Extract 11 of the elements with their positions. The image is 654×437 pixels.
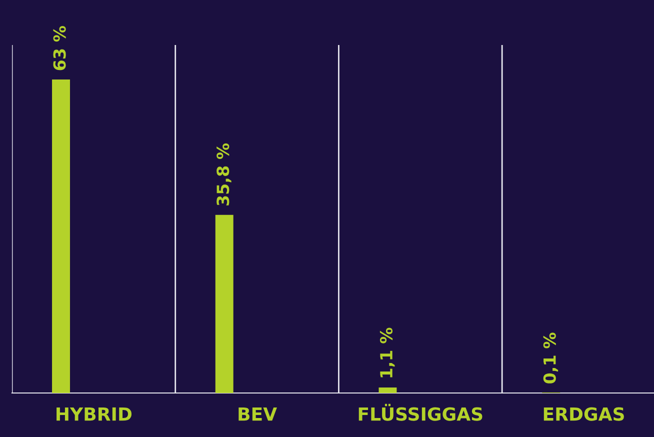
x-tick-label: HYBRID [56,407,132,421]
bar [215,214,234,393]
bar [378,388,397,393]
bar [52,79,70,393]
data-label: 63 % [53,26,66,70]
data-label: 1,1 % [380,328,395,378]
x-tick-label: ERDGAS [544,407,624,421]
x-tick-label: BEV [238,407,277,421]
data-label: 0,1 % [543,332,558,384]
x-tick-label: FLÜSSIGGAS [358,404,482,421]
data-label: 35,8 % [216,143,232,206]
